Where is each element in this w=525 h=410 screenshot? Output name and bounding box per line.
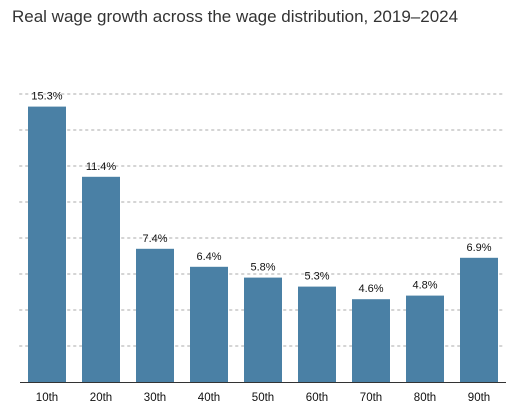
bar-value-label: 4.8% (412, 280, 437, 292)
x-tick-label: 50th (252, 392, 274, 404)
bar-value-label: 7.4% (142, 233, 167, 245)
x-tick-label: 60th (306, 392, 328, 404)
bar (190, 266, 228, 382)
bar-value-label: 15.3% (31, 91, 62, 103)
x-tick-label: 70th (360, 392, 382, 404)
bar (406, 295, 444, 382)
x-tick-label: 10th (36, 392, 58, 404)
bar (82, 176, 120, 382)
bar (136, 248, 174, 382)
x-tick-label: 30th (144, 392, 166, 404)
chart-title: Real wage growth across the wage distrib… (12, 7, 459, 26)
x-tick-label: 80th (414, 392, 436, 404)
bar (352, 299, 390, 382)
bar-value-label: 5.8% (250, 262, 275, 274)
bar-value-label: 4.6% (358, 283, 383, 295)
bar (244, 277, 282, 382)
x-tick-label: 90th (468, 392, 490, 404)
x-tick-label: 40th (198, 392, 220, 404)
bar (298, 286, 336, 382)
bar-value-label: 11.4% (86, 161, 117, 173)
bar-value-label: 6.4% (196, 251, 221, 263)
bar (28, 106, 66, 382)
bar-value-label: 5.3% (304, 271, 329, 283)
x-tick-label: 20th (90, 392, 112, 404)
bar (460, 257, 498, 382)
bar-value-label: 6.9% (466, 242, 491, 254)
